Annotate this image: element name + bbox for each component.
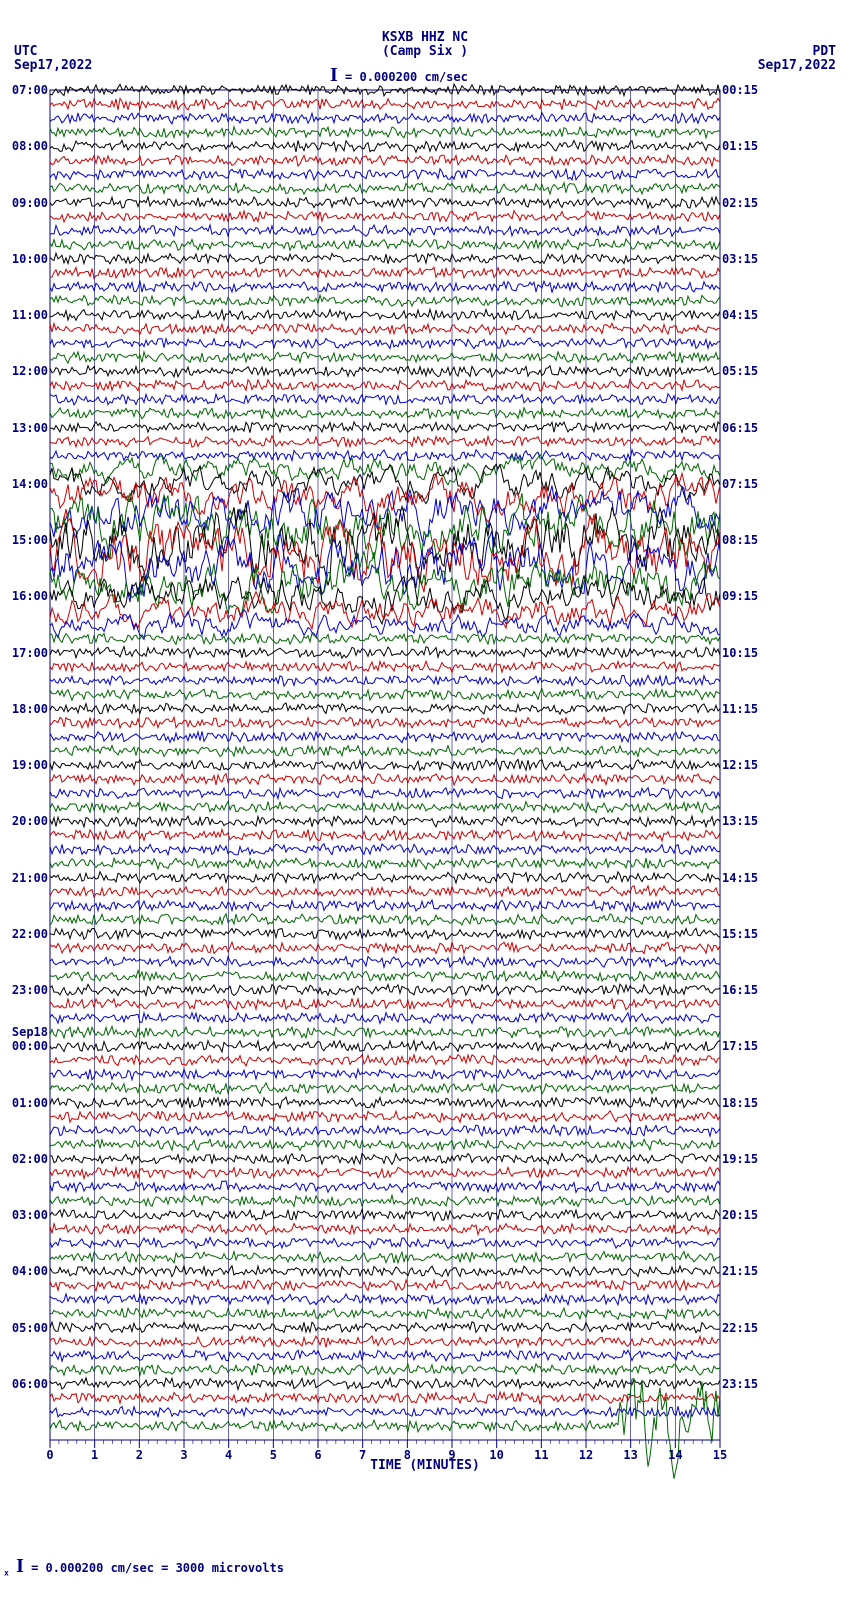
- xaxis-tick: 13: [623, 1448, 637, 1462]
- pdt-time-label: 15:15: [722, 927, 758, 941]
- pdt-time-label: 10:15: [722, 646, 758, 660]
- xaxis-tick: 9: [448, 1448, 455, 1462]
- utc-time-label: 11:00: [12, 308, 48, 322]
- seismogram-chart: KSXB HHZ NC (Camp Six ) UTC Sep17,2022 P…: [0, 0, 850, 1613]
- footer-text: = 0.000200 cm/sec = 3000 microvolts: [31, 1561, 284, 1575]
- pdt-time-label: 11:15: [722, 702, 758, 716]
- pdt-time-label: 14:15: [722, 871, 758, 885]
- pdt-time-label: 01:15: [722, 139, 758, 153]
- utc-time-label: 07:00: [12, 83, 48, 97]
- pdt-time-label: 18:15: [722, 1096, 758, 1110]
- utc-time-label: 16:00: [12, 589, 48, 603]
- utc-time-label: 02:00: [12, 1152, 48, 1166]
- footer-x: x: [4, 1568, 9, 1577]
- xaxis-tick: 7: [359, 1448, 366, 1462]
- xaxis-tick: 6: [314, 1448, 321, 1462]
- utc-time-label: 21:00: [12, 871, 48, 885]
- pdt-time-label: 19:15: [722, 1152, 758, 1166]
- pdt-time-label: 03:15: [722, 252, 758, 266]
- xaxis-tick: 5: [270, 1448, 277, 1462]
- utc-time-label: 18:00: [12, 702, 48, 716]
- pdt-time-label: 05:15: [722, 364, 758, 378]
- xaxis-label: TIME (MINUTES): [370, 1458, 480, 1473]
- xaxis-tick: 0: [46, 1448, 53, 1462]
- utc-time-label: 12:00: [12, 364, 48, 378]
- pdt-time-label: 02:15: [722, 196, 758, 210]
- xaxis-tick: 8: [404, 1448, 411, 1462]
- xaxis-tick: 3: [180, 1448, 187, 1462]
- pdt-time-label: 12:15: [722, 758, 758, 772]
- xaxis-tick: 15: [713, 1448, 727, 1462]
- utc-time-label: 22:00: [12, 927, 48, 941]
- pdt-time-label: 08:15: [722, 533, 758, 547]
- pdt-time-label: 06:15: [722, 421, 758, 435]
- utc-time-label: 09:00: [12, 196, 48, 210]
- utc-time-label: 10:00: [12, 252, 48, 266]
- pdt-time-label: 09:15: [722, 589, 758, 603]
- seismogram-svg: [0, 0, 850, 1613]
- utc-time-label: 05:00: [12, 1321, 48, 1335]
- pdt-time-label: 21:15: [722, 1264, 758, 1278]
- pdt-time-label: 07:15: [722, 477, 758, 491]
- xaxis-tick: 2: [136, 1448, 143, 1462]
- xaxis-tick: 4: [225, 1448, 232, 1462]
- pdt-time-label: 13:15: [722, 814, 758, 828]
- xaxis-tick: 1: [91, 1448, 98, 1462]
- utc-time-label: 13:00: [12, 421, 48, 435]
- utc-time-label: 03:00: [12, 1208, 48, 1222]
- xaxis-tick: 12: [579, 1448, 593, 1462]
- pdt-time-label: 16:15: [722, 983, 758, 997]
- utc-time-label: 04:00: [12, 1264, 48, 1278]
- pdt-time-label: 23:15: [722, 1377, 758, 1391]
- footer-scale: x I = 0.000200 cm/sec = 3000 microvolts: [4, 1555, 284, 1578]
- utc-time-label: 01:00: [12, 1096, 48, 1110]
- utc-time-label: 06:00: [12, 1377, 48, 1391]
- pdt-time-label: 00:15: [722, 83, 758, 97]
- xaxis-tick: 10: [489, 1448, 503, 1462]
- utc-time-label: 19:00: [12, 758, 48, 772]
- date-marker: Sep18: [12, 1025, 48, 1039]
- pdt-time-label: 04:15: [722, 308, 758, 322]
- footer-bar-icon: I: [16, 1555, 24, 1577]
- utc-time-label: 23:00: [12, 983, 48, 997]
- utc-time-label: 20:00: [12, 814, 48, 828]
- pdt-time-label: 20:15: [722, 1208, 758, 1222]
- xaxis-tick: 14: [668, 1448, 682, 1462]
- pdt-time-label: 17:15: [722, 1039, 758, 1053]
- utc-time-label: 14:00: [12, 477, 48, 491]
- utc-time-label: 15:00: [12, 533, 48, 547]
- utc-time-label: 00:00: [12, 1039, 48, 1053]
- utc-time-label: 17:00: [12, 646, 48, 660]
- pdt-time-label: 22:15: [722, 1321, 758, 1335]
- utc-time-label: 08:00: [12, 139, 48, 153]
- xaxis-tick: 11: [534, 1448, 548, 1462]
